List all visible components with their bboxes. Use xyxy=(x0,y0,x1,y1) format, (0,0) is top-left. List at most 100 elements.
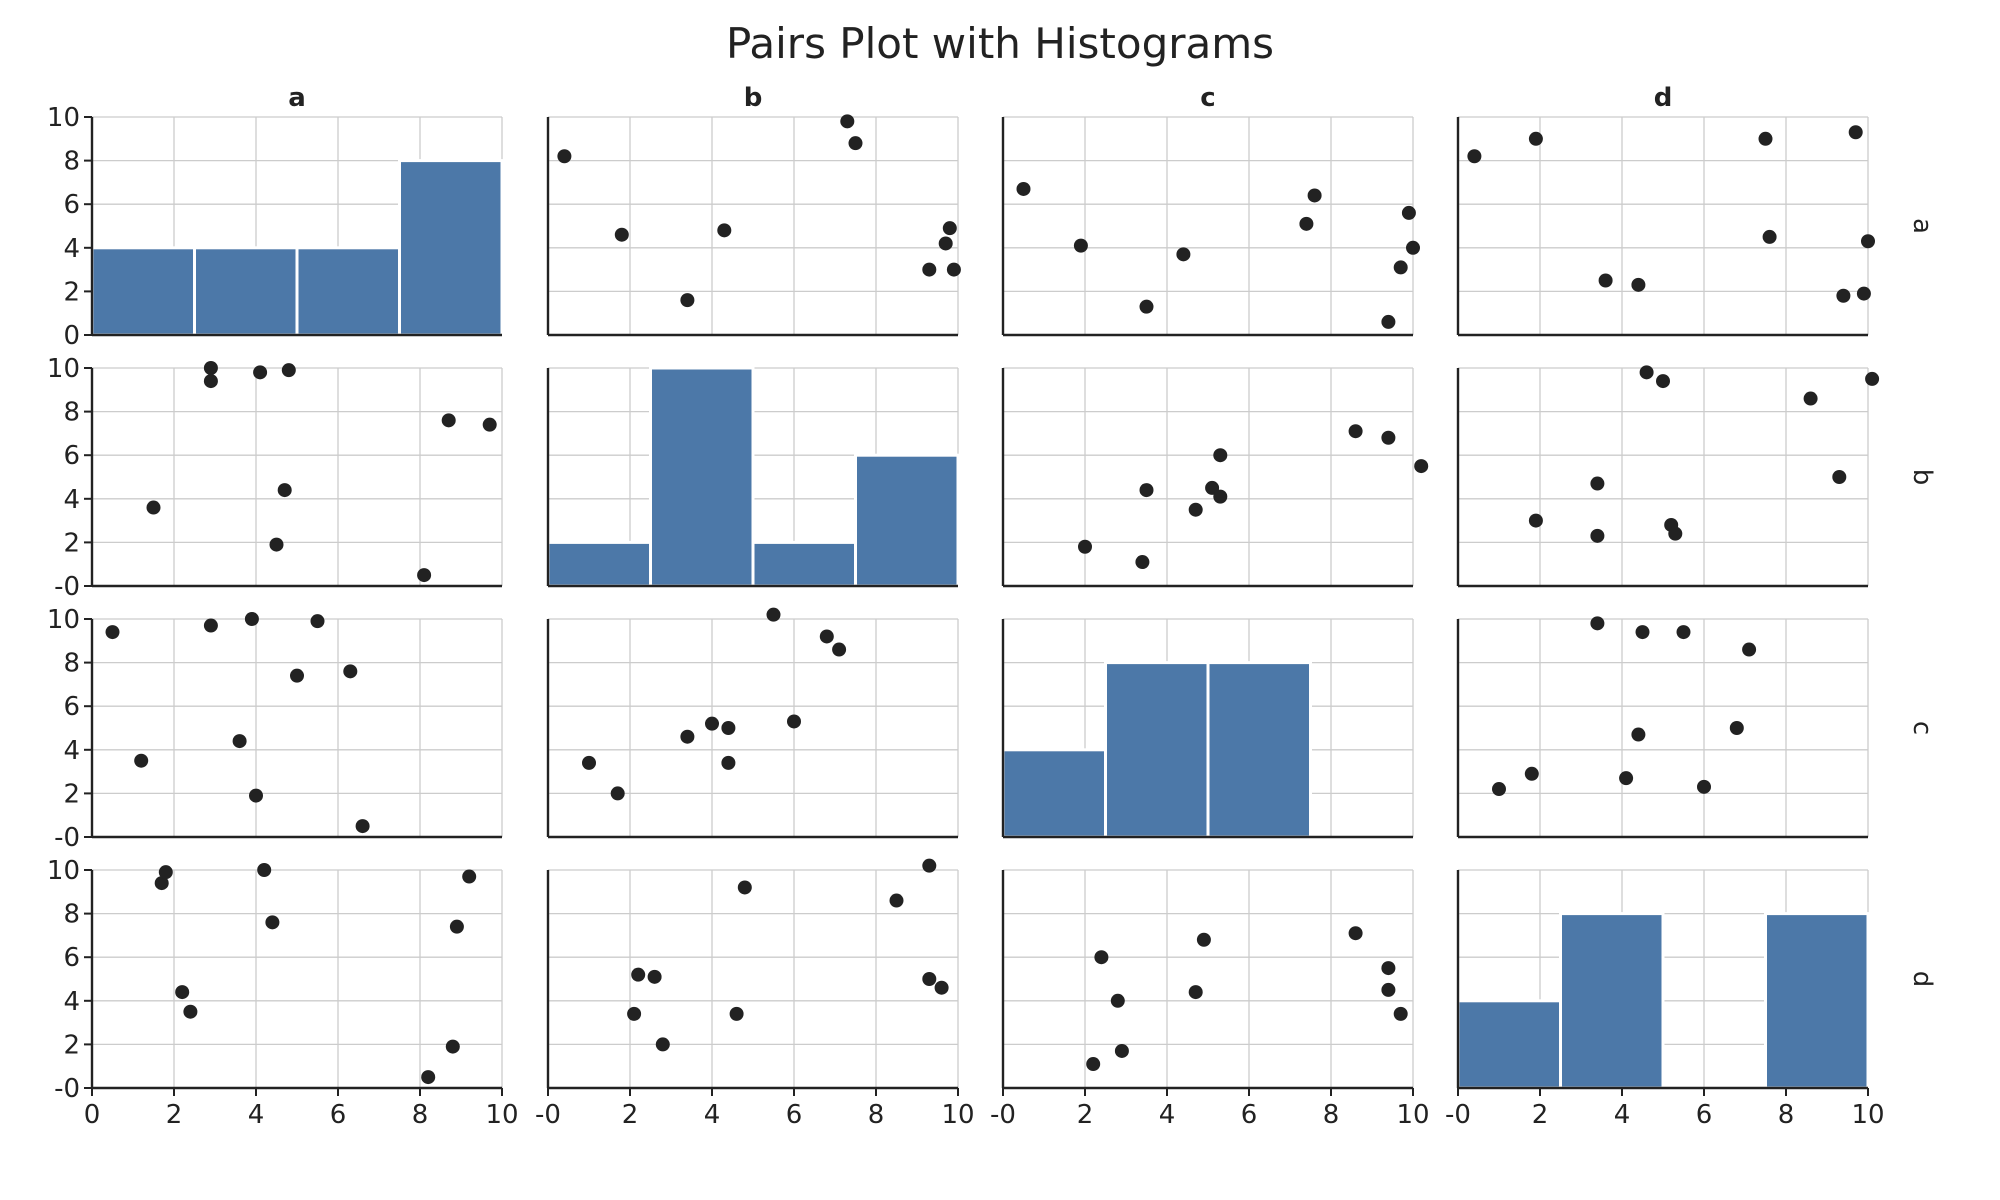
scatter-point xyxy=(417,568,432,583)
scatter-point xyxy=(1078,539,1092,554)
scatter-point xyxy=(705,716,719,731)
x-tick-label: 8 xyxy=(1323,1100,1340,1130)
scatter-point xyxy=(1094,950,1109,965)
hist-bar xyxy=(295,246,401,337)
scatter-point xyxy=(1393,1006,1408,1021)
scatter-point xyxy=(1176,247,1191,262)
panel-a-a: 0 2 4 6 8 10 xyxy=(47,103,504,351)
scatter-point xyxy=(1381,314,1396,329)
y-tick-label: 0 xyxy=(63,321,80,351)
panel-b-a: -0 2 4 6 8 10 xyxy=(47,354,503,602)
scatter-point xyxy=(557,149,572,164)
x-tick-label: 2 xyxy=(1077,1100,1094,1130)
scatter-point xyxy=(729,1006,744,1021)
x-tick-label: 8 xyxy=(412,1100,429,1130)
panel-d-b: -0 2 4 6 8 10 xyxy=(535,858,975,1130)
scatter-point xyxy=(1697,779,1711,794)
scatter-point xyxy=(1836,288,1851,303)
scatter-point xyxy=(1205,480,1220,495)
x-tick-label: 10 xyxy=(485,1100,518,1130)
scatter-point xyxy=(355,819,370,834)
scatter-point xyxy=(1676,625,1691,640)
row-label-b: b xyxy=(1907,469,1937,486)
scatter-point xyxy=(1348,424,1363,439)
scatter-point xyxy=(1467,149,1482,164)
scatter-point xyxy=(343,664,358,679)
scatter-point xyxy=(1729,721,1744,735)
scatter-point xyxy=(1401,205,1416,220)
scatter-point xyxy=(265,915,280,930)
scatter-point xyxy=(631,967,646,982)
y-tick-label: 6 xyxy=(63,190,80,220)
scatter-point xyxy=(582,755,596,770)
x-tick-label: 4 xyxy=(1159,1100,1176,1130)
scatter-point xyxy=(614,227,629,242)
x-tick-label: 0 xyxy=(84,1100,101,1130)
y-tick-label: 10 xyxy=(47,103,80,133)
panel-c-d xyxy=(1456,616,1869,839)
x-tick-label: 2 xyxy=(622,1100,639,1130)
scatter-point xyxy=(290,668,304,683)
y-tick-label: 8 xyxy=(63,398,80,428)
scatter-point xyxy=(421,1070,436,1085)
y-tick-label: 4 xyxy=(63,736,80,766)
scatter-point xyxy=(1073,238,1088,253)
scatter-point xyxy=(1381,961,1396,976)
scatter-point xyxy=(1114,1043,1129,1058)
scatter-point xyxy=(1110,993,1125,1008)
y-tick-label: 6 xyxy=(63,943,80,973)
column-label-b: b xyxy=(744,83,763,113)
y-tick-label: 10 xyxy=(47,354,80,384)
scatter-point xyxy=(1631,277,1646,292)
scatter-point xyxy=(257,863,272,877)
scatter-point xyxy=(158,865,173,880)
scatter-point xyxy=(934,980,949,995)
scatter-point xyxy=(441,413,456,428)
y-tick-label: 2 xyxy=(63,277,80,307)
x-tick-label: 10 xyxy=(941,1100,974,1130)
panel-d-d: -0 2 4 6 8 10 xyxy=(1445,869,1885,1130)
y-tick-label: 8 xyxy=(63,900,80,930)
scatter-point xyxy=(737,880,752,895)
scatter-point xyxy=(1135,555,1150,570)
y-tick-label: 6 xyxy=(63,692,80,722)
y-tick-label: 4 xyxy=(63,987,80,1017)
panel-c-b xyxy=(546,607,959,839)
x-tick-label: 10 xyxy=(1396,1100,1429,1130)
scatter-point xyxy=(1631,727,1646,742)
scatter-point xyxy=(1524,766,1539,781)
hist-bar xyxy=(1104,661,1210,839)
x-tick-label: 8 xyxy=(1778,1100,1795,1130)
scatter-point xyxy=(134,753,149,768)
scatter-point xyxy=(175,985,190,1000)
scatter-point xyxy=(249,788,263,803)
panel-b-b xyxy=(546,366,960,588)
scatter-point xyxy=(680,729,695,744)
scatter-point xyxy=(922,972,937,986)
scatter-point xyxy=(1196,932,1211,947)
scatter-point xyxy=(281,363,296,378)
hist-bar xyxy=(546,540,652,588)
hist-bar xyxy=(90,246,196,337)
scatter-point xyxy=(1803,391,1818,406)
scatter-point xyxy=(819,629,834,644)
scatter-point xyxy=(253,365,268,380)
panel-a-d xyxy=(1456,116,1875,337)
scatter-point xyxy=(232,734,247,749)
scatter-point xyxy=(942,221,957,236)
scatter-point xyxy=(1213,448,1228,463)
scatter-point xyxy=(146,500,161,515)
scatter-point xyxy=(1528,513,1543,528)
x-tick-label: -0 xyxy=(1445,1100,1471,1130)
panel-c-a: -0 2 4 6 8 10 xyxy=(47,605,503,853)
row-label-a: a xyxy=(1907,218,1937,234)
x-tick-label: 6 xyxy=(330,1100,347,1130)
scatter-point xyxy=(1598,273,1613,288)
scatter-point xyxy=(922,262,937,277)
scatter-point xyxy=(462,869,477,884)
y-tick-label: 10 xyxy=(47,856,80,886)
scatter-point xyxy=(203,361,218,375)
scatter-point xyxy=(766,607,781,622)
